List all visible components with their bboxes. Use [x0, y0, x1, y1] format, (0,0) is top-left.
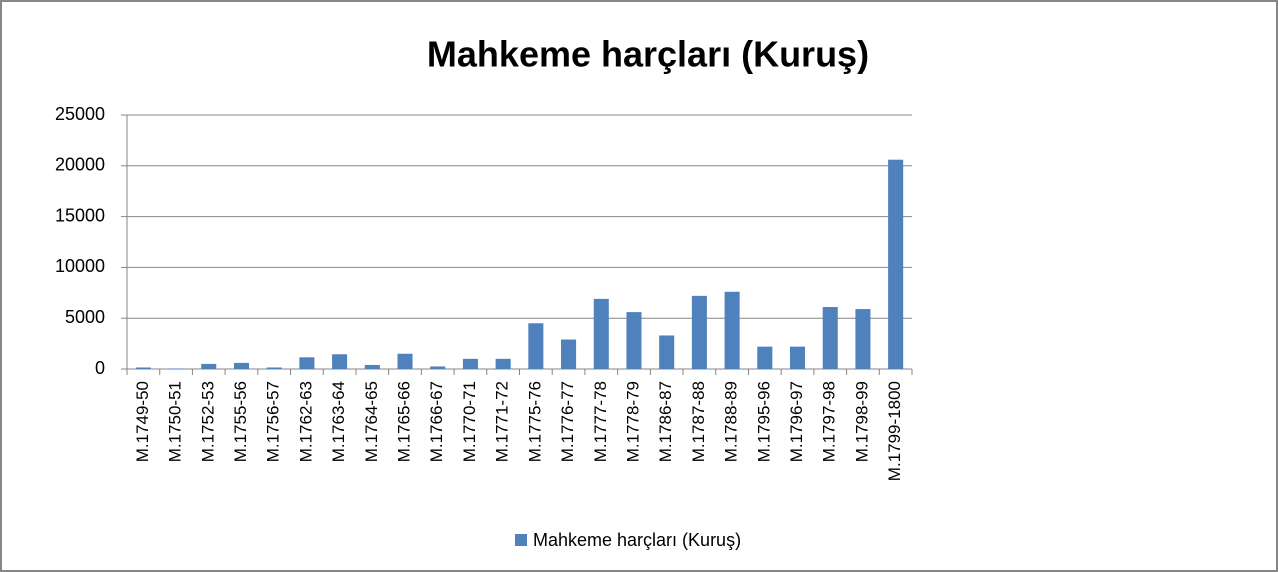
legend-swatch	[515, 534, 527, 546]
bar	[528, 323, 544, 369]
x-tick-label: M.1775-76	[525, 381, 544, 462]
bar	[757, 346, 773, 369]
x-tick-label: M.1796-97	[787, 381, 806, 462]
x-tick-label: M.1777-78	[591, 381, 610, 462]
x-tick-label: M.1797-98	[820, 381, 839, 462]
y-tick-label: 15000	[55, 205, 105, 225]
x-tick-label: M.1788-89	[722, 381, 741, 462]
bar	[299, 357, 315, 369]
x-tick-label: M.1776-77	[558, 381, 577, 462]
bar	[691, 295, 707, 369]
bar	[495, 358, 511, 369]
bar	[364, 364, 380, 369]
x-tick-label: M.1755-56	[231, 381, 250, 462]
y-tick-label: 20000	[55, 155, 105, 175]
x-tick-label: M.1750-51	[166, 381, 185, 462]
bar	[266, 367, 282, 369]
bar	[659, 335, 675, 369]
y-tick-label: 25000	[55, 104, 105, 124]
x-tick-label: M.1752-53	[198, 381, 217, 462]
bar	[888, 159, 904, 369]
bar	[462, 358, 478, 369]
x-tick-label: M.1763-64	[329, 381, 348, 462]
x-tick-label: M.1787-88	[689, 381, 708, 462]
bar	[593, 298, 609, 369]
x-tick-label: M.1795-96	[754, 381, 773, 462]
x-tick-label: M.1766-67	[427, 381, 446, 462]
bar	[789, 346, 806, 369]
x-tick-label: M.1770-71	[460, 381, 479, 462]
bar	[332, 354, 348, 369]
x-tick-label: M.1786-87	[656, 381, 675, 462]
bar	[135, 367, 151, 369]
bar	[397, 353, 413, 369]
x-tick-label: M.1798-99	[852, 381, 871, 462]
bar	[430, 366, 446, 369]
x-tick-label: M.1764-65	[362, 381, 381, 462]
bar	[561, 339, 577, 369]
x-tick-label: M.1765-66	[395, 381, 414, 462]
x-tick-label: M.1771-72	[493, 381, 512, 462]
bar	[724, 291, 740, 369]
y-tick-label: 0	[95, 358, 105, 378]
chart-title: Mahkeme harçları (Kuruş)	[427, 34, 869, 75]
x-tick-label: M.1749-50	[133, 381, 152, 462]
bar	[233, 362, 250, 369]
x-tick-label: M.1778-79	[623, 381, 642, 462]
x-tick-label: M.1762-63	[296, 381, 315, 462]
bar	[626, 312, 642, 369]
legend-label: Mahkeme harçları (Kuruş)	[533, 530, 741, 550]
bar	[855, 309, 871, 369]
bar	[168, 368, 184, 369]
bar	[822, 307, 838, 369]
y-tick-label: 5000	[65, 307, 105, 327]
bar	[201, 363, 217, 369]
x-tick-label: M.1799-1800	[885, 381, 904, 481]
y-tick-label: 10000	[55, 256, 105, 276]
x-tick-label: M.1756-57	[264, 381, 283, 462]
